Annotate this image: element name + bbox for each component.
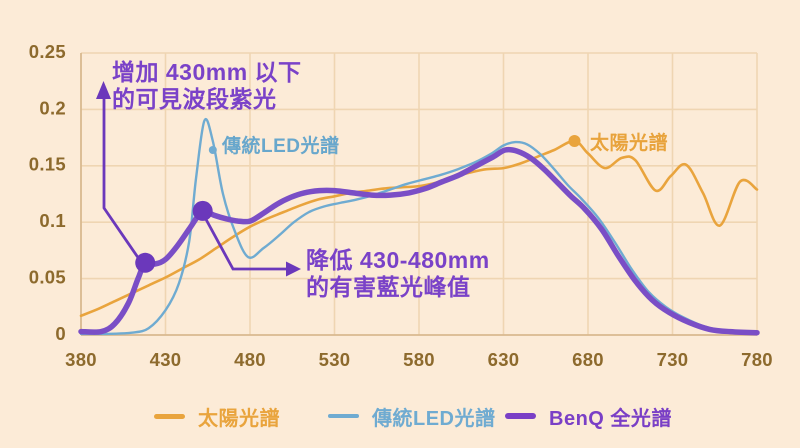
benq-violet-dot (135, 252, 156, 273)
led-legend-swatch (328, 414, 359, 418)
increase-violet-arrowhead-up (96, 81, 111, 99)
legend-item-benq: BenQ 全光譜 (505, 402, 672, 430)
legend: 太陽光譜 傳統LED光譜 BenQ 全光譜 (0, 402, 800, 430)
annotation-reduce-blue-peak: 降低 430-480mm 的有害藍光峰值 (306, 247, 490, 301)
led-legend-label: 傳統LED光譜 (372, 407, 496, 430)
y-tick-label: 0.1 (39, 210, 66, 231)
y-tick-label: 0 (55, 323, 66, 344)
y-tick-label: 0.15 (29, 154, 66, 175)
sun-spectrum-curve (79, 139, 759, 318)
x-tick-label: 680 (572, 349, 604, 370)
y-tick-label: 0.2 (39, 97, 66, 118)
benq-legend-swatch (505, 413, 536, 419)
sun-series-label: 太陽光譜 (590, 133, 669, 154)
x-tick-label: 430 (150, 349, 182, 370)
x-tick-label: 380 (65, 349, 97, 370)
benq-legend-label: BenQ 全光譜 (549, 407, 672, 430)
legend-item-led: 傳統LED光譜 (328, 402, 496, 430)
x-tick-label: 730 (657, 349, 689, 370)
y-tick-label: 0.05 (29, 266, 66, 287)
benq-spectrum-curve (78, 146, 760, 336)
led-series-label: 傳統LED光譜 (222, 136, 340, 157)
sun-peak-dot (568, 134, 581, 147)
sun-legend-label: 太陽光譜 (198, 407, 280, 430)
led-spectrum-curve (79, 118, 759, 336)
annotation-reduce-blue-peak-line2: 的有害藍光峰值 (306, 274, 471, 300)
reduce-blue-arrowhead-right (286, 261, 301, 277)
reduce-blue-arrow-line (200, 211, 287, 271)
benq-blue-peak-dot (192, 200, 213, 221)
annotation-increase-violet-line2: 的可見波段紫光 (112, 86, 277, 112)
annotation-increase-violet: 增加 430mm 以下 的可見波段紫光 (112, 59, 302, 113)
x-tick-label: 780 (741, 349, 773, 370)
annotation-reduce-blue-peak-line1: 降低 430-480mm (306, 247, 490, 273)
sun-legend-swatch (154, 413, 185, 419)
x-tick-label: 530 (319, 349, 351, 370)
led-label-dot (208, 146, 217, 155)
x-tick-label: 630 (488, 349, 520, 370)
annotation-increase-violet-line1: 增加 430mm 以下 (112, 59, 302, 85)
y-tick-label: 0.25 (29, 41, 66, 62)
legend-item-sun: 太陽光譜 (154, 402, 280, 430)
x-tick-label: 580 (403, 349, 435, 370)
x-tick-label: 480 (234, 349, 266, 370)
increase-violet-arrow-line (102, 96, 141, 260)
